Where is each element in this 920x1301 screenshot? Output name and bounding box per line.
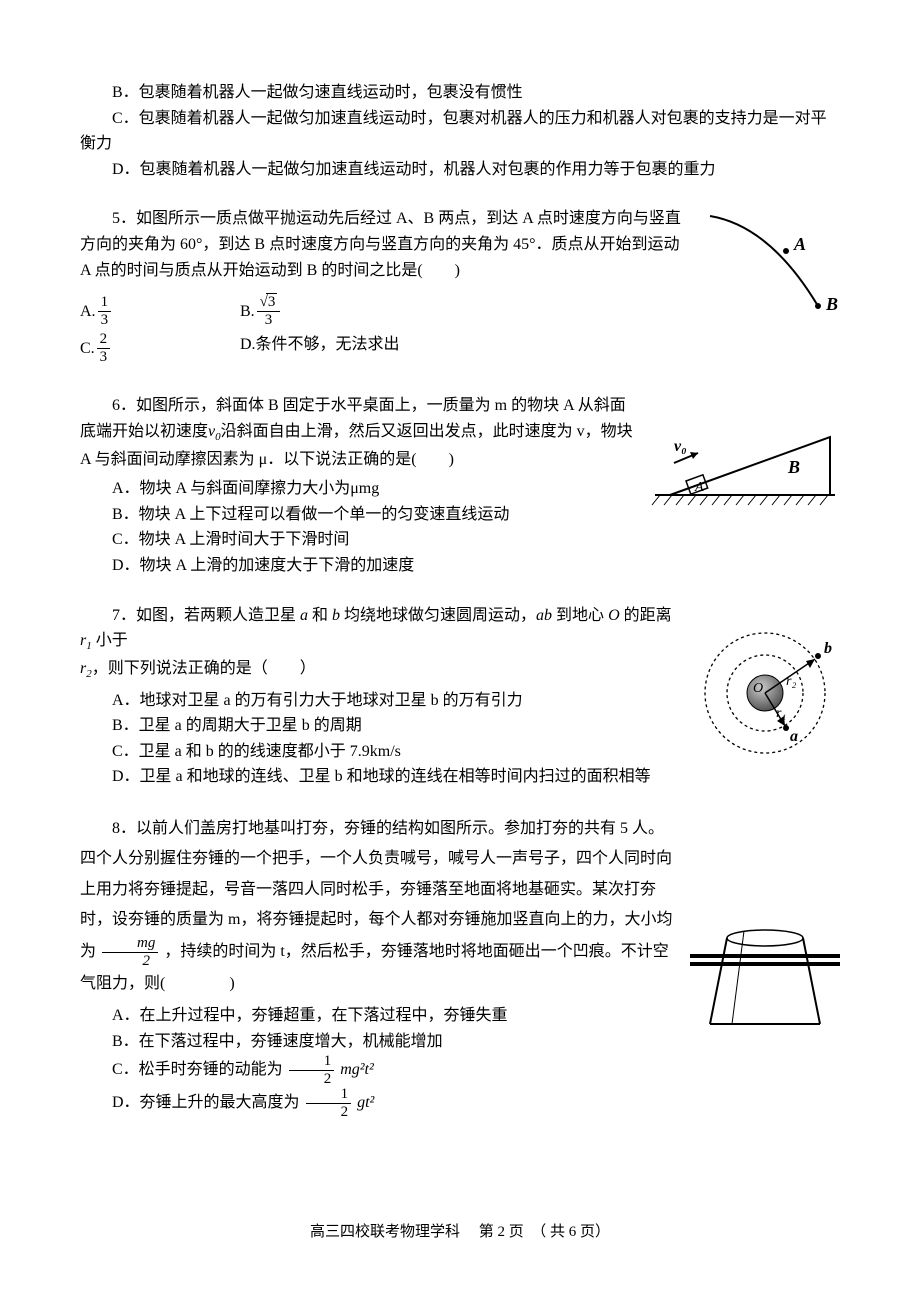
question-6: v₀ A B 6．如图所示，斜面体 B 固定于水平桌面上，一质量为 m 的物块 …: [80, 393, 840, 578]
q6-figure: v₀ A B: [650, 423, 840, 522]
q5-opt-b-num-rad: 3: [266, 293, 278, 310]
q4-opt-b: B．包裹随着机器人一起做匀速直线运动时，包裹没有惯性: [80, 80, 840, 106]
q8-opt-c-tail: mg²t²: [340, 1061, 374, 1078]
q5-opt-b-num: 3: [257, 295, 281, 312]
q8-stem-2: ，持续的时间为 t，然后松手，夯锤落地时将地面砸出一个凹痕。不计空气阻力，则( …: [80, 943, 669, 992]
q7-fig-label-r1: r₁: [776, 706, 786, 721]
q8-opt-d-pre: D．夯锤上升的最大高度为: [112, 1094, 300, 1111]
q7-ab: ab: [536, 607, 552, 624]
q4-opt-c: C．包裹随着机器人一起做匀加速直线运动时，包裹对机器人的压力和机器人对包裹的支持…: [80, 106, 840, 157]
q8-opt-c-den: 2: [289, 1071, 335, 1087]
q5-opt-c-num: 2: [97, 332, 111, 349]
question-4: B．包裹随着机器人一起做匀速直线运动时，包裹没有惯性 C．包裹随着机器人一起做匀…: [80, 80, 840, 182]
q7-fig-label-a: a: [790, 728, 798, 745]
q5-opt-c-den: 3: [97, 349, 111, 365]
q6-fig-label-b: B: [787, 457, 800, 477]
q6-opt-c: C．物块 A 上滑时间大于下滑时间: [80, 527, 840, 553]
q5-opt-c: C. 23: [80, 332, 240, 365]
q8-opt-d-num: 1: [306, 1087, 352, 1104]
q7-stem-pre: 7．如图，若两颗人造卫星: [112, 607, 300, 624]
q5-opt-b-den: 3: [257, 312, 281, 328]
q7-stem-mid4: 小于: [92, 632, 128, 649]
q7-O: O: [608, 607, 620, 624]
q8-opt-c-pre: C．松手时夯锤的动能为: [112, 1061, 283, 1078]
q7-fig-label-o: O: [753, 681, 763, 696]
q7-figure: O b a r₂ r₁: [690, 623, 840, 772]
page-footer: 高三四校联考物理学科 第 2 页 （ 共 6 页）: [80, 1220, 840, 1244]
q7-a: a: [300, 607, 308, 624]
q5-opt-c-label: C.: [80, 336, 95, 362]
q7-stem-mid2: 到地心: [552, 607, 608, 624]
q8-figure: [690, 924, 840, 1043]
q6-fig-label-a: A: [694, 480, 704, 495]
q7-stem-mid: 均绕地球做匀速圆周运动，: [340, 607, 536, 624]
question-5: A B 5．如图所示一质点做平抛运动先后经过 A、B 两点，到达 A 点时速度方…: [80, 206, 840, 369]
q7-fig-label-r2: r₂: [786, 674, 796, 689]
q7-stem-end: ，则下列说法正确的是（ ）: [92, 660, 316, 677]
q5-figure: A B: [700, 206, 840, 325]
q8-stem-1: 8．以前人们盖房打地基叫打夯，夯锤的结构如图所示。参加打夯的共有 5 人。四个人…: [80, 820, 672, 960]
q7-fig-label-b: b: [824, 640, 832, 657]
q6-fig-label-v: v₀: [674, 438, 687, 455]
q8-opt-d-tail: gt²: [357, 1094, 374, 1111]
q8-opt-d-den: 2: [306, 1104, 352, 1120]
q7-stem-mid3: 的距离: [620, 607, 672, 624]
q8-opt-c: C．松手时夯锤的动能为 12 mg²t²: [80, 1054, 840, 1087]
q8-frac1-den: 2: [102, 953, 158, 969]
q4-opt-c-text: C．包裹随着机器人一起做匀加速直线运动时，包裹对机器人的压力和机器人对包裹的支持…: [80, 110, 827, 153]
q8-opt-c-num: 1: [289, 1054, 335, 1071]
q5-opt-a-num: 1: [98, 295, 112, 312]
q8-opt-d: D．夯锤上升的最大高度为 12 gt²: [80, 1087, 840, 1120]
q5-opt-b-label: B.: [240, 299, 255, 325]
q8-frac1-num: mg: [102, 936, 158, 953]
q5-opt-d: D.条件不够，无法求出: [240, 332, 400, 365]
q6-opt-d: D．物块 A 上滑的加速度大于下滑的加速度: [80, 553, 840, 579]
question-8: 8．以前人们盖房打地基叫打夯，夯锤的结构如图所示。参加打夯的共有 5 人。四个人…: [80, 814, 840, 1120]
question-7: O b a r₂ r₁ 7．如图，若两颗人造卫星 a 和 b 均绕地球做匀速圆周…: [80, 603, 840, 791]
q7-b: b: [332, 607, 340, 624]
q5-opt-a-label: A.: [80, 299, 96, 325]
q5-opt-a: A. 13: [80, 295, 240, 328]
q5-fig-label-a: A: [793, 234, 806, 254]
q5-opt-b: B. 3 3: [240, 295, 400, 328]
q5-fig-label-b: B: [825, 294, 838, 314]
q4-opt-d: D．包裹随着机器人一起做匀加速直线运动时，机器人对包裹的作用力等于包裹的重力: [80, 157, 840, 183]
q7-and: 和: [308, 607, 332, 624]
q5-opt-a-den: 3: [98, 312, 112, 328]
